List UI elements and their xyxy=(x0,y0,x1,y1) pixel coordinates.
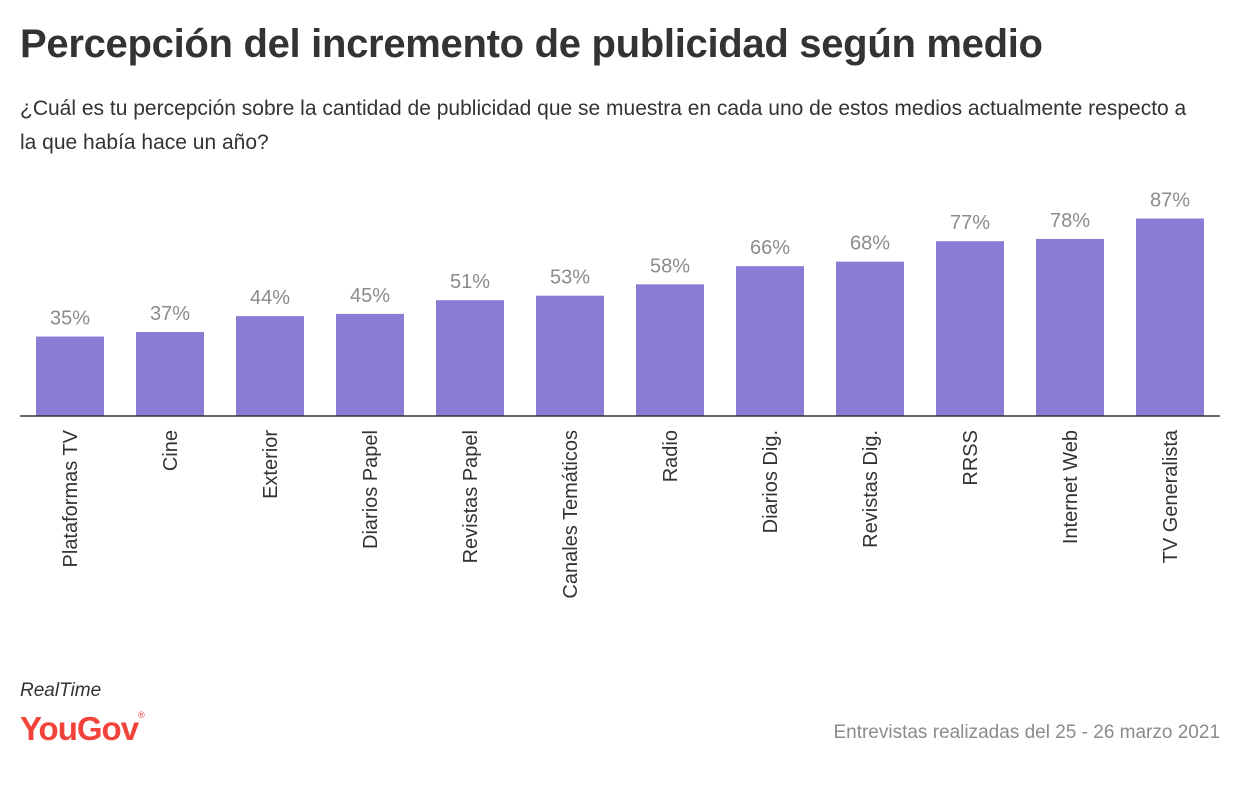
bar xyxy=(236,316,304,416)
category-tick-label: Cine xyxy=(160,430,182,471)
category-tick-label: Exterior xyxy=(260,430,282,499)
category-tick-label: Revistas Dig. xyxy=(860,430,882,548)
bar-chart: 35% Plataformas TV 37% Cine 44% Exterior 45% Di… xyxy=(20,190,1220,599)
bar-value-label: 44% xyxy=(250,287,290,309)
bar xyxy=(736,266,804,416)
bar-value-label: 68% xyxy=(850,233,890,255)
bar xyxy=(1036,238,1104,416)
category-tick-label: Revistas Papel xyxy=(460,430,482,563)
bar xyxy=(1136,218,1204,416)
brand-block: RealTime YouGov® xyxy=(20,680,145,748)
bar-value-label: 87% xyxy=(1150,190,1190,212)
logo-registered-mark: ® xyxy=(138,710,145,720)
bar-value-label: 45% xyxy=(350,285,390,307)
bar-value-label: 58% xyxy=(650,255,690,277)
yougov-logo: YouGov® xyxy=(20,710,145,748)
category-tick-label: Radio xyxy=(660,430,682,482)
category-tick-label: Diarios Papel xyxy=(360,430,382,549)
category-tick-label: Internet Web xyxy=(1060,430,1082,544)
bar xyxy=(836,261,904,416)
category-tick-label: TV Generalista xyxy=(1160,429,1182,563)
interview-dates-note: Entrevistas realizadas del 25 - 26 marzo… xyxy=(833,722,1220,743)
bar-value-label: 53% xyxy=(550,267,590,289)
bar xyxy=(36,336,104,416)
bar xyxy=(136,332,204,416)
bar xyxy=(436,300,504,416)
realtime-label: RealTime xyxy=(20,680,102,701)
category-tick-label: Plataformas TV xyxy=(60,429,82,567)
bar xyxy=(936,241,1004,416)
chart-title: Percepción del incremento de publicidad … xyxy=(20,22,1043,66)
bar xyxy=(336,313,404,416)
logo-text: YouGov xyxy=(20,710,139,747)
category-tick-label: Canales Temáticos xyxy=(560,430,582,599)
bar-value-label: 37% xyxy=(150,303,190,325)
bar xyxy=(536,295,604,416)
category-tick-label: RRSS xyxy=(960,430,982,486)
bar xyxy=(636,284,704,416)
bar-value-label: 78% xyxy=(1050,210,1090,232)
bar-value-label: 35% xyxy=(50,308,90,330)
bar-value-label: 66% xyxy=(750,237,790,259)
chart-subtitle: ¿Cuál es tu percepción sobre la cantidad… xyxy=(20,97,1187,154)
bar-value-label: 77% xyxy=(950,212,990,234)
bar-value-label: 51% xyxy=(450,271,490,293)
category-tick-label: Diarios Dig. xyxy=(760,430,782,533)
